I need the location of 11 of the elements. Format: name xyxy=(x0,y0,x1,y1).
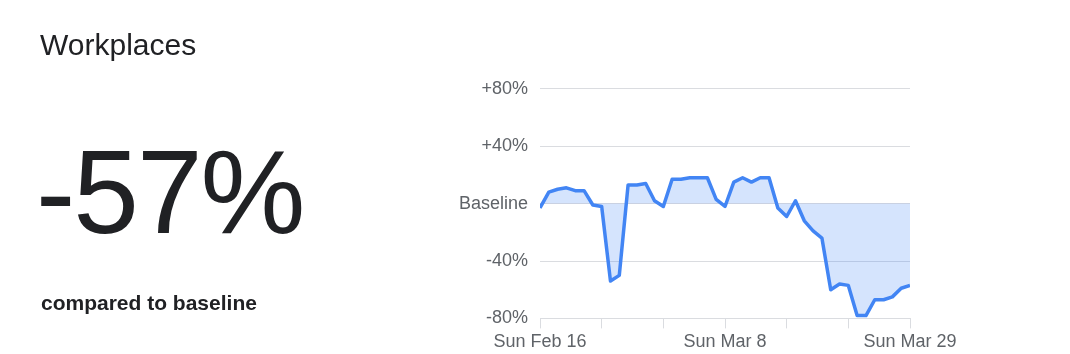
x-tick-label: Sun Mar 8 xyxy=(683,331,767,352)
text: Workplaces xyxy=(40,28,197,62)
y-tick-label: +80% xyxy=(481,77,528,98)
y-tick-label: Baseline xyxy=(458,192,528,213)
y-tick-label: +40% xyxy=(481,135,528,156)
y-tick-label: -80% xyxy=(485,307,528,328)
x-tick-label: Sun Feb 16 xyxy=(493,331,587,352)
text: compared to baseline xyxy=(41,291,257,315)
x-tick-label: Sun Mar 29 xyxy=(863,331,957,352)
text: -57% xyxy=(36,126,304,258)
y-tick-label: -40% xyxy=(485,249,528,270)
